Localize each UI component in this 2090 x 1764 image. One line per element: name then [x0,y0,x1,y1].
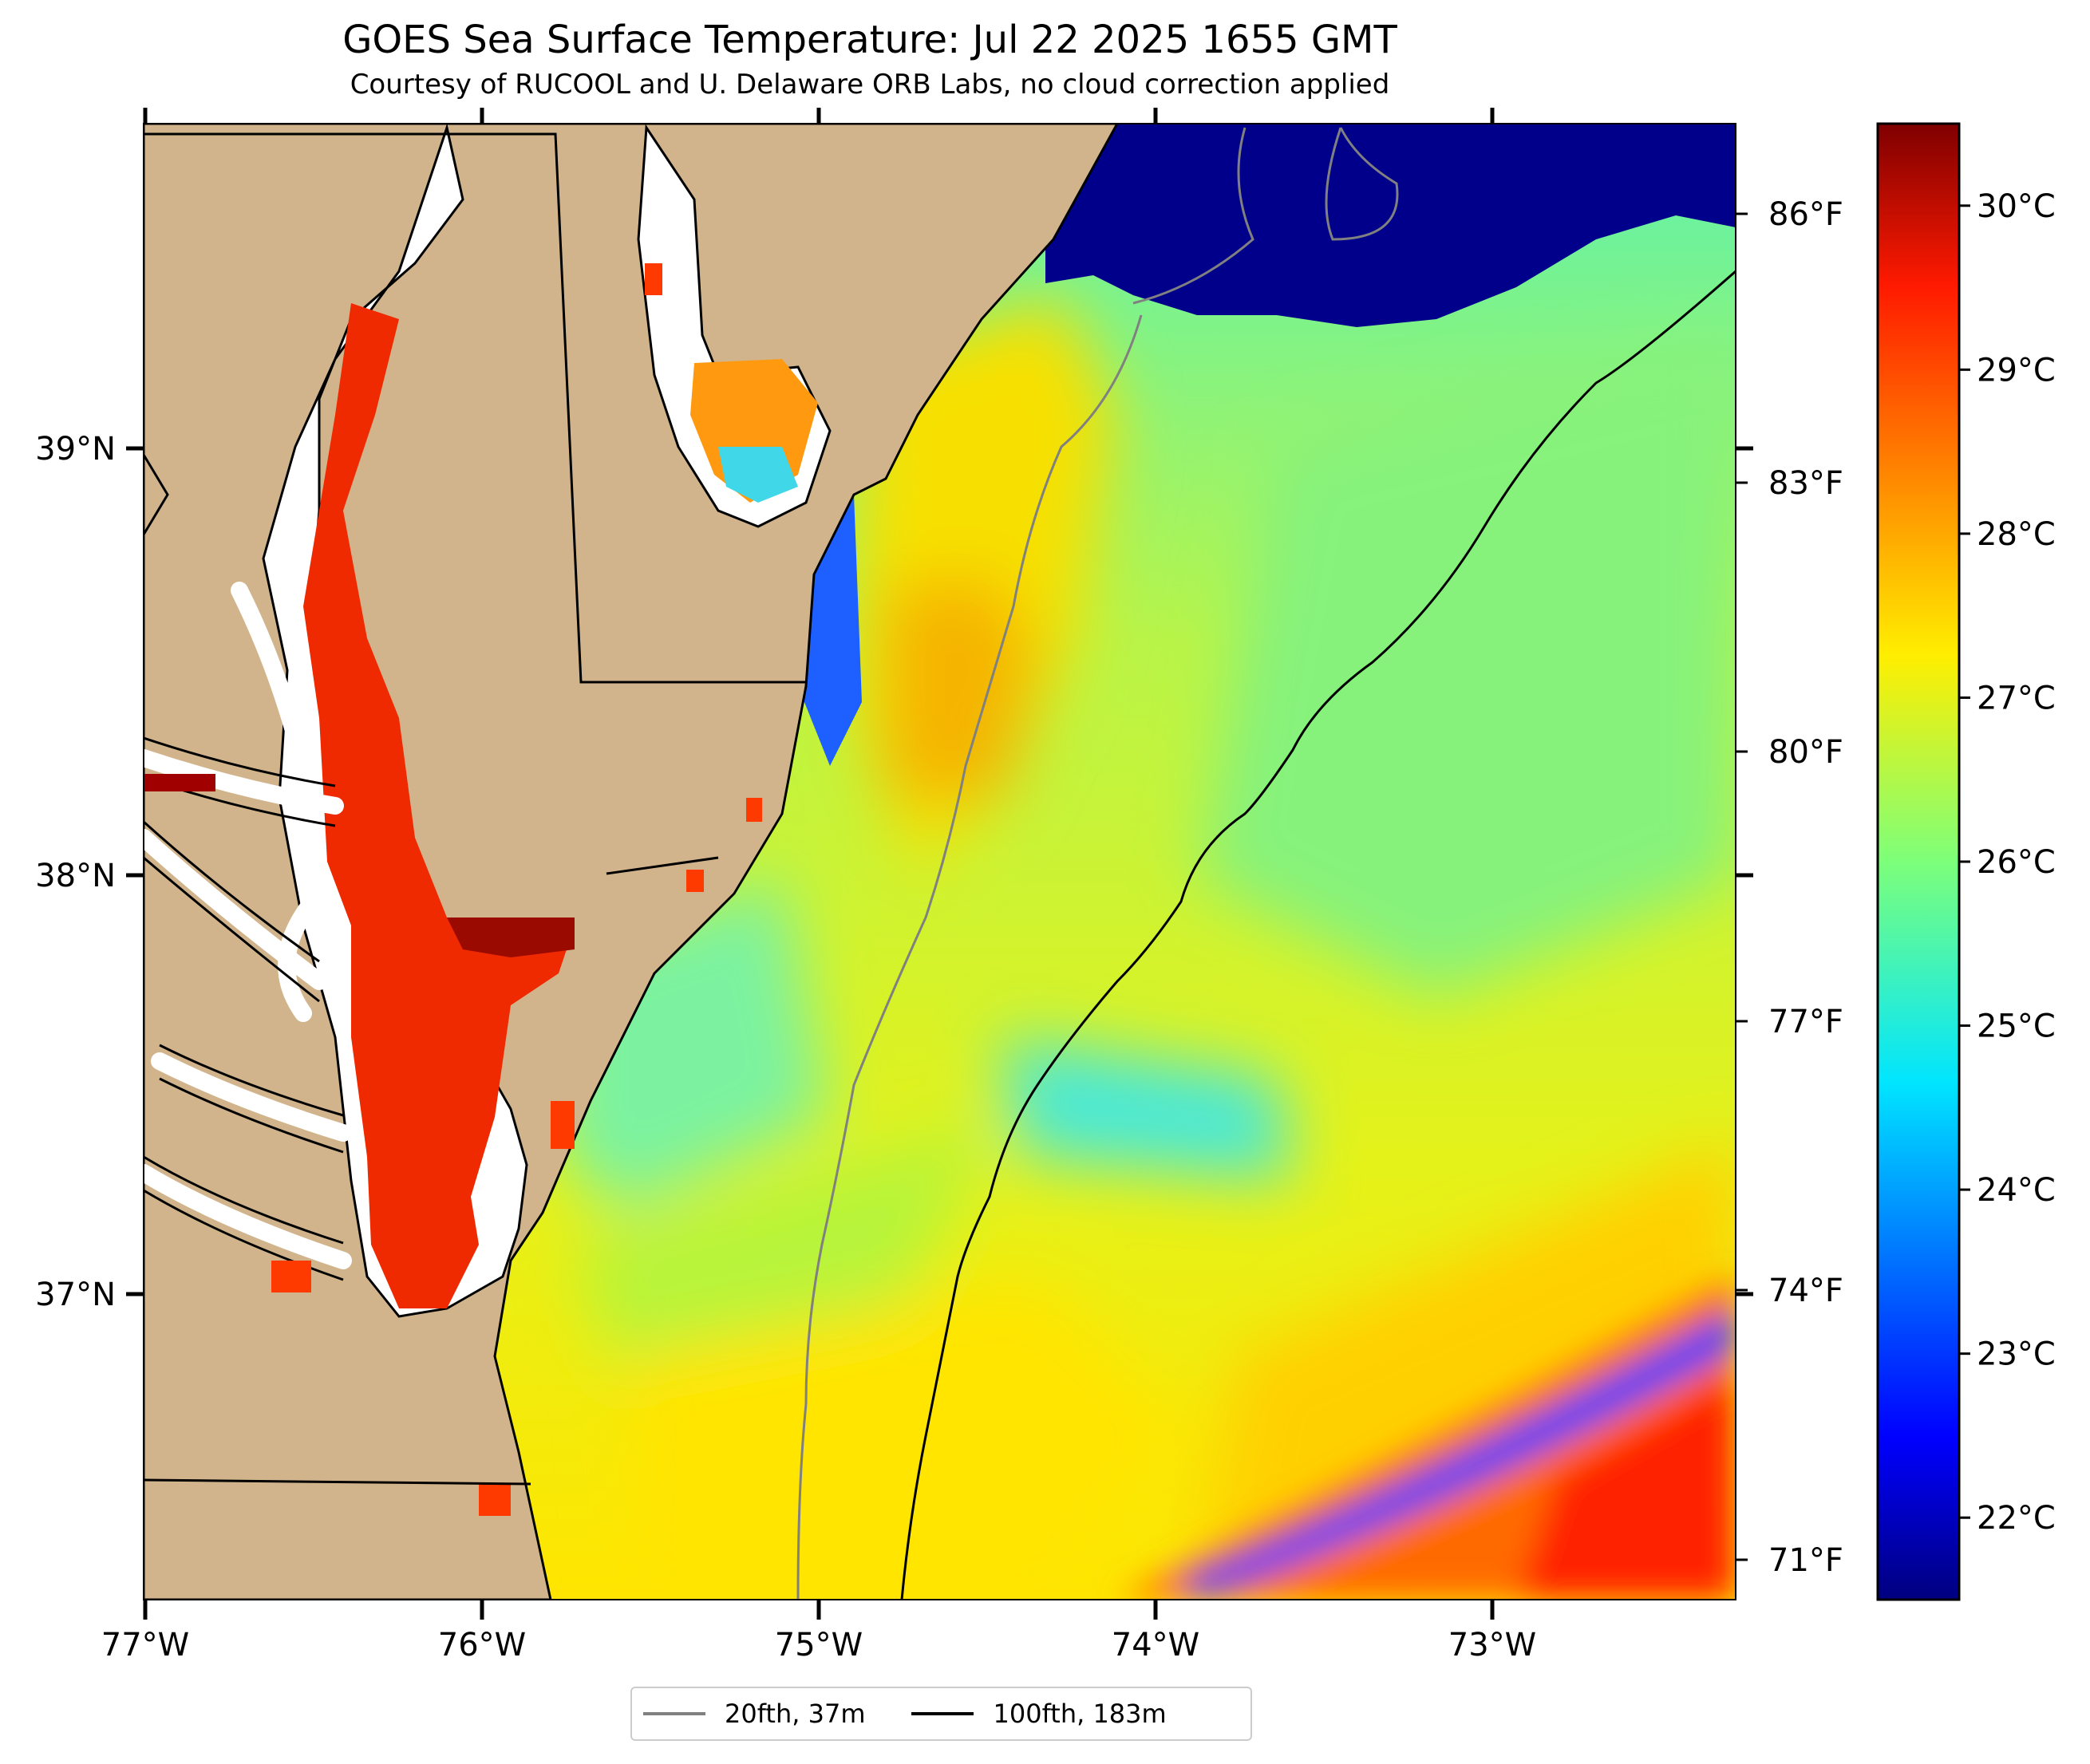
gulf-stream-band [1117,1277,1736,1600]
legend-label: 100fth, 183m [993,1699,1167,1729]
sst-map [144,124,1736,1600]
colorbar-ticks: 22°C 23°C 24°C 25°C 26°C 27°C 28°C 29°C 30°C [1959,188,2056,1537]
lat-labels: 39°N 38°N 37°N [35,431,116,1313]
fahrenheit-labels: 86°F 83°F 80°F 77°F 74°F 71°F [1768,196,1843,1579]
back-bay-pixel [271,1261,311,1292]
back-bay-pixel [746,798,762,822]
back-bay-pixel [144,774,215,791]
colorbar-tick-label: 27°C [1977,680,2056,716]
lat-ticks-right [1736,446,1753,1296]
legend-item-100fth: 100fth, 183m [911,1699,1167,1729]
isobath-100fth [900,270,1736,1600]
colorbar-tick-label: 26°C [1977,844,2056,881]
lon-label: 75°W [775,1627,863,1663]
tributary-shorelines [144,736,344,1281]
lon-labels: 77°W 76°W 75°W 74°W 73°W [101,1627,1536,1663]
fahrenheit-ticks [1736,212,1748,1561]
lat-label: 39°N [35,431,116,468]
isobath-20fth-north [1132,127,1254,305]
isobath-legend: 20fth, 37m 100fth, 183m [630,1687,1252,1741]
tributaries [144,582,352,1269]
delaware-bay-cool-patch [718,447,798,503]
fahrenheit-label: 77°F [1768,1004,1843,1040]
fahrenheit-label: 71°F [1768,1542,1843,1579]
lon-label: 77°W [101,1627,189,1663]
legend-line-black [911,1712,974,1715]
back-bay-pixel [551,1101,575,1149]
chesapeake-dark-patch [447,918,575,957]
state-borders [144,132,806,1486]
fahrenheit-label: 83°F [1768,465,1843,502]
colorbar-tick-label: 22°C [1977,1500,2056,1537]
legend-item-20fth: 20fth, 37m [643,1699,865,1729]
colorbar-tick-label: 23°C [1977,1336,2056,1373]
legend-label: 20fth, 37m [725,1699,866,1729]
colorbar-tick-label: 29°C [1977,352,2056,389]
lon-label: 73°W [1448,1627,1536,1663]
lon-ticks-top [143,108,1495,124]
colorbar-tick-label: 28°C [1977,516,2056,553]
colorbar-tick-label: 30°C [1977,188,2056,225]
map-title: GOES Sea Surface Temperature: Jul 22 202… [342,18,1397,62]
lat-ticks-left [126,446,144,1296]
isobath-20fth-shoal [1325,127,1399,241]
back-bay-pixel [479,1484,511,1516]
fahrenheit-label: 86°F [1768,196,1843,233]
lat-label: 38°N [35,858,116,894]
isobath-20fth [796,314,1143,1600]
chesapeake-bay-sst [303,303,575,1308]
lon-label: 74°W [1112,1627,1199,1663]
map-frame [143,123,1736,1600]
fahrenheit-label: 80°F [1768,734,1843,771]
map-subtitle: Courtesy of RUCOOL and U. Delaware ORB L… [350,69,1390,101]
cloud-mask-region [1045,124,1736,327]
back-bay-pixel [686,870,704,892]
lat-label: 37°N [35,1277,116,1313]
colorbar-tick-label: 25°C [1977,1008,2056,1045]
colorbar [1876,122,1961,1601]
lon-ticks-bottom [143,1600,1495,1620]
legend-line-gray [643,1712,705,1715]
fahrenheit-label: 74°F [1768,1273,1843,1309]
sst-field [559,295,1736,1600]
colorbar-tick-label: 24°C [1977,1172,2056,1209]
lon-label: 76°W [438,1627,526,1663]
back-bay-pixel [645,263,662,295]
